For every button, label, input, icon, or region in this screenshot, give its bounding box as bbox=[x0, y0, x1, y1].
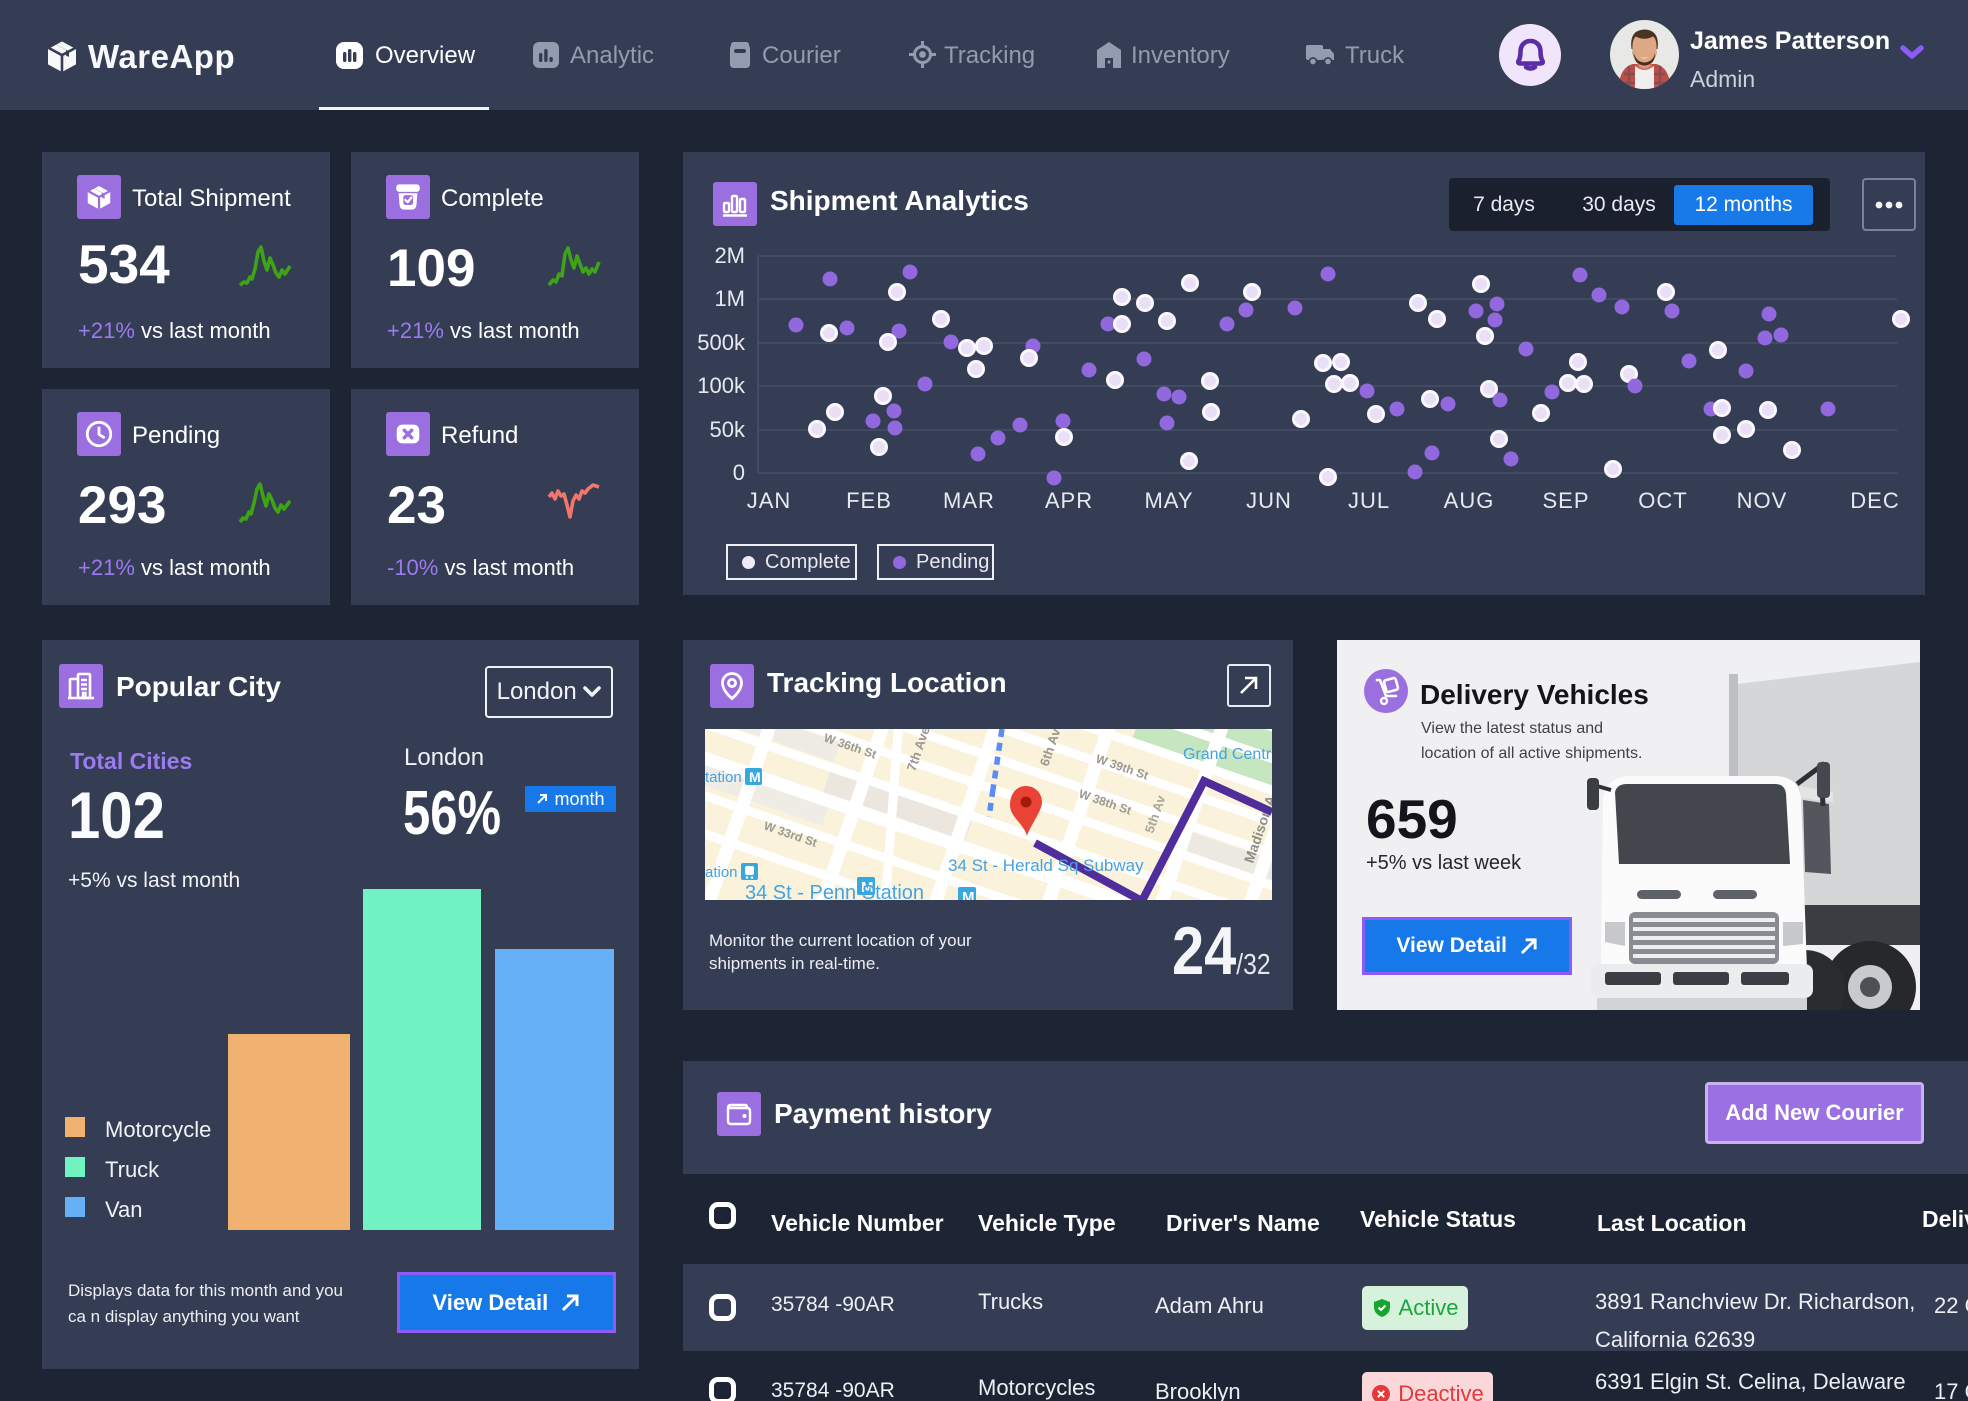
svg-text:ation: ation bbox=[705, 864, 738, 881]
svg-text:34 St - Herald Sq Subway: 34 St - Herald Sq Subway bbox=[948, 856, 1144, 875]
svg-text:M: M bbox=[962, 889, 975, 900]
svg-text:M: M bbox=[749, 769, 761, 785]
svg-text:Grand Centr: Grand Centr bbox=[1183, 746, 1272, 763]
svg-text:tation: tation bbox=[705, 769, 742, 786]
svg-text:34 St - Penn Station: 34 St - Penn Station bbox=[745, 882, 924, 900]
svg-text:M: M bbox=[861, 879, 874, 896]
